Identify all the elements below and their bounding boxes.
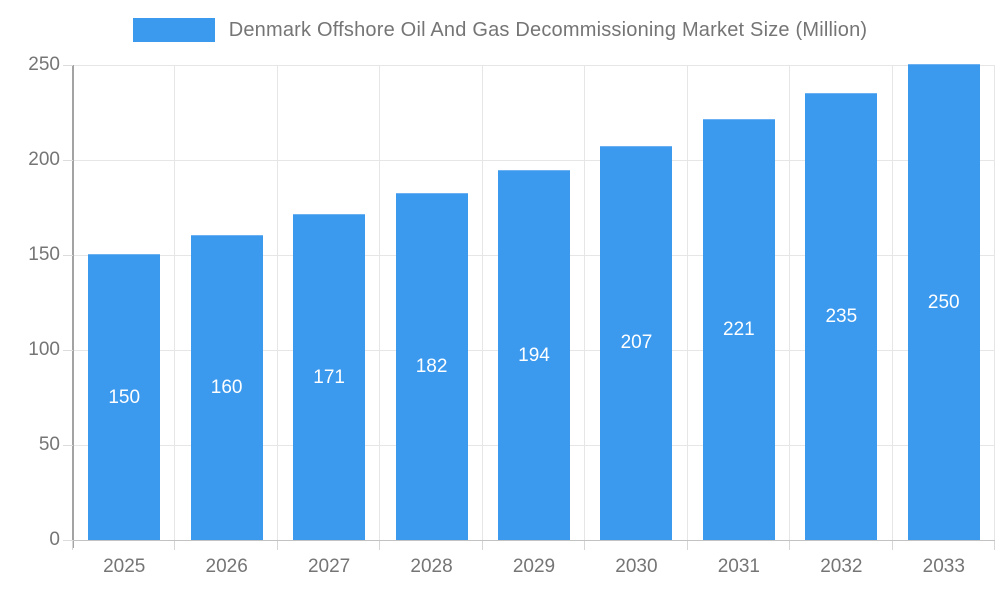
h-gridline [73, 160, 995, 161]
bar-2031: 221 [702, 119, 775, 540]
x-tick [481, 541, 483, 550]
bar-value-label: 250 [927, 291, 960, 313]
x-tick-label: 2031 [717, 556, 761, 577]
bar-2033: 250 [907, 64, 980, 540]
x-tick [994, 541, 995, 550]
y-tick [63, 160, 73, 161]
x-tick [686, 541, 688, 550]
bar-value-label: 235 [825, 305, 858, 327]
x-tick [276, 541, 278, 550]
bar-value-label: 171 [313, 366, 345, 388]
plot-area: 150 160 171 182 194 207 221 235 250 [73, 64, 995, 540]
x-tick-label: 2032 [820, 556, 863, 577]
v-gridline [276, 65, 278, 540]
x-tick-label: 2029 [512, 556, 556, 577]
y-axis-line [72, 65, 74, 548]
y-tick [63, 350, 73, 351]
v-gridline [379, 65, 381, 540]
x-tick [584, 541, 586, 550]
bar-2025: 150 [88, 254, 161, 540]
x-axis-line [63, 540, 995, 541]
y-tick-label: 200 [28, 149, 60, 170]
legend-swatch-icon[interactable] [132, 18, 215, 42]
chart-title[interactable]: Denmark Offshore Oil And Gas Decommissio… [228, 18, 868, 41]
bar-2027: 171 [293, 214, 366, 540]
bar-value-label: 160 [210, 377, 243, 398]
y-tick-label: 250 [28, 54, 60, 75]
bar-value-label: 194 [518, 344, 550, 366]
x-tick [174, 541, 176, 550]
bar-2026: 160 [190, 235, 263, 540]
v-gridline [481, 65, 483, 540]
v-gridline [686, 65, 688, 540]
bar-value-label: 221 [723, 319, 755, 341]
x-tick-label: 2028 [410, 556, 453, 577]
v-gridline [891, 65, 893, 540]
bar-2032: 235 [805, 92, 878, 540]
bar-2028: 182 [395, 193, 468, 540]
y-tick-label: 150 [28, 244, 60, 265]
v-gridline [994, 65, 995, 540]
y-tick-label: 0 [49, 529, 60, 550]
x-tick-label: 2033 [922, 556, 965, 577]
x-tick-label: 2027 [307, 556, 351, 577]
y-tick-label: 100 [28, 339, 60, 360]
bar-value-label: 150 [108, 386, 141, 408]
x-tick-label: 2025 [103, 556, 146, 577]
v-gridline [584, 65, 586, 540]
y-tick-label: 50 [38, 434, 60, 455]
bar-value-label: 207 [620, 332, 653, 354]
x-tick-label: 2030 [615, 556, 658, 577]
y-tick [63, 540, 73, 541]
y-tick [63, 445, 73, 446]
y-tick [63, 65, 73, 66]
y-tick [63, 255, 73, 256]
bar-2030: 207 [600, 145, 673, 540]
h-gridline [73, 65, 995, 66]
v-gridline [789, 65, 791, 540]
legend: Denmark Offshore Oil And Gas Decommissio… [0, 18, 1000, 42]
bar-value-label: 182 [415, 356, 448, 378]
x-tick-label: 2026 [205, 556, 248, 577]
v-gridline [174, 65, 176, 540]
x-tick [789, 541, 791, 550]
x-tick [72, 541, 73, 550]
bar-2029: 194 [498, 170, 570, 540]
x-tick [891, 541, 893, 550]
x-tick [379, 541, 381, 550]
